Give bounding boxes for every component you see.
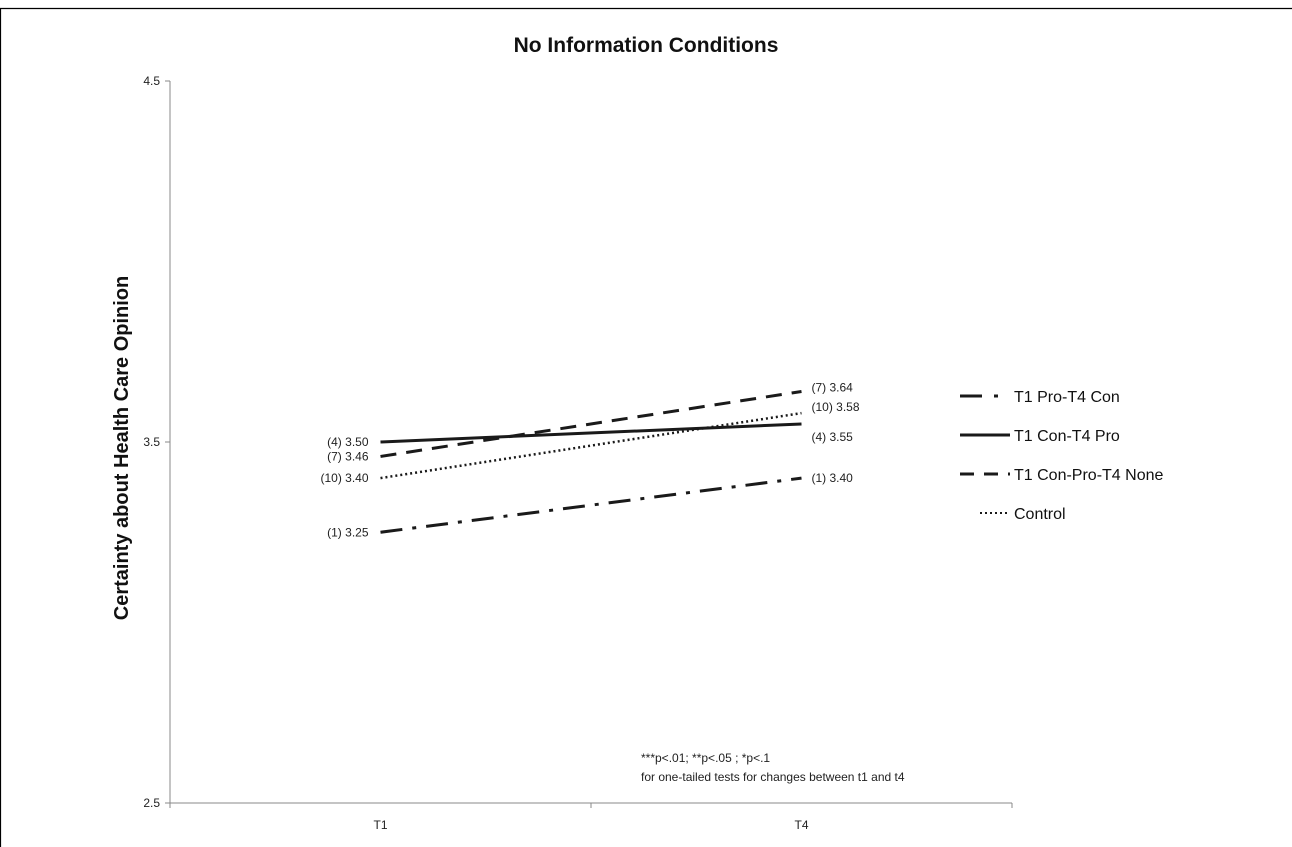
data-label: (1) 3.25 — [327, 525, 369, 539]
data-label: (7) 3.46 — [327, 449, 369, 463]
series-line-2 — [380, 422, 802, 444]
data-label: (10) 3.40 — [320, 471, 368, 485]
data-labels: (1) 3.25 (1) 3.40 (4) 3.50 (4) 3.55 (7) 3.46… — [320, 380, 859, 539]
y-tick-label: 3.5 — [143, 435, 160, 449]
data-label: (4) 3.55 — [812, 430, 854, 444]
data-label: (1) 3.40 — [812, 471, 854, 485]
significance-note: ***p<.01; **p<.05 ; *p<.1 — [641, 751, 770, 765]
series-line-3 — [380, 389, 802, 458]
data-label: (7) 3.64 — [812, 380, 854, 394]
series-layer — [380, 389, 802, 534]
y-axis-label: Certainty about Health Care Opinion — [111, 276, 133, 620]
legend-label-3: T1 Con-Pro-T4 None — [1014, 467, 1163, 484]
data-label: (4) 3.50 — [327, 435, 369, 449]
legend: T1 Pro-T4 Con T1 Con-T4 Pro T1 Con-Pro-T4 … — [960, 389, 1163, 523]
y-tick-label: 2.5 — [143, 796, 160, 810]
series-line-1 — [380, 476, 802, 534]
axes: 2.5 3.5 4.5 T1 T4 — [143, 74, 1013, 832]
series-line-4 — [380, 411, 802, 480]
significance-note-detail: for one-tailed tests for changes between… — [641, 770, 905, 784]
x-tick-label: T4 — [794, 818, 808, 832]
legend-label-4: Control — [1014, 506, 1066, 523]
x-tick-label: T1 — [373, 818, 387, 832]
y-tick-label: 4.5 — [143, 74, 160, 88]
data-label: (10) 3.58 — [812, 400, 860, 414]
legend-label-1: T1 Pro-T4 Con — [1014, 389, 1120, 406]
legend-label-2: T1 Con-T4 Pro — [1014, 428, 1120, 445]
chart-title: No Information Conditions — [514, 34, 779, 57]
